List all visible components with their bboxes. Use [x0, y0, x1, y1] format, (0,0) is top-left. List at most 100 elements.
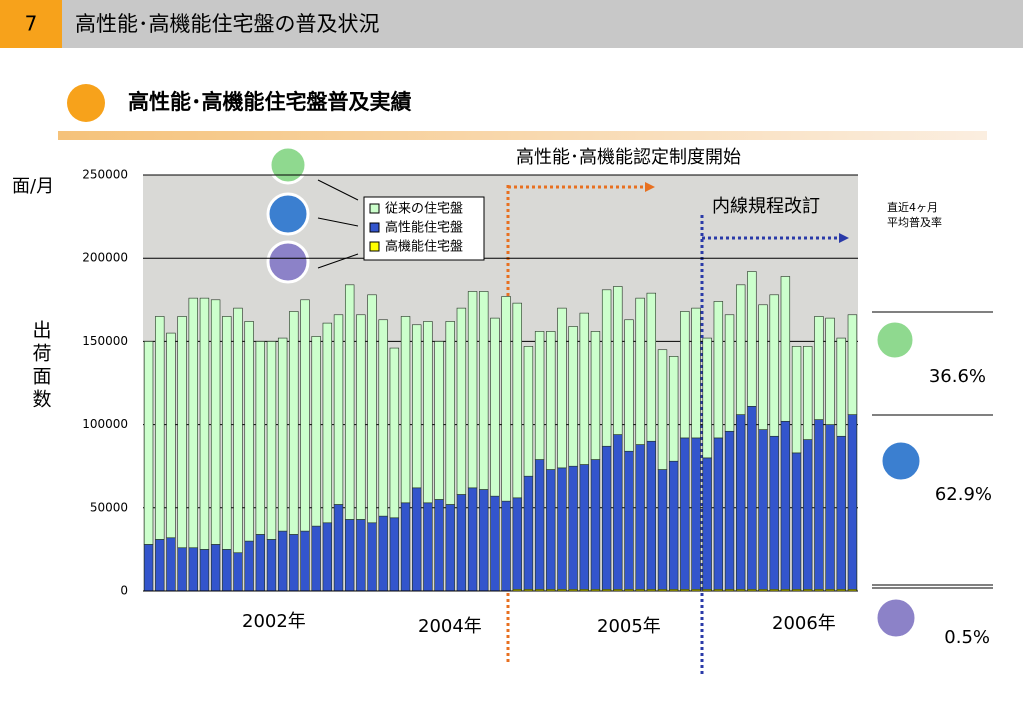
bar-segment [646, 440, 657, 590]
header-bar [0, 0, 1023, 48]
bar-segment [233, 552, 243, 592]
bar-segment [747, 271, 757, 407]
bar-segment [724, 430, 735, 590]
bar-segment [736, 284, 746, 415]
bar-segment [657, 349, 668, 470]
bar-segment [557, 307, 567, 469]
bar-segment [512, 302, 522, 499]
bar-segment [434, 499, 444, 592]
bar-segment [344, 519, 355, 592]
bar-segment [825, 424, 835, 590]
bar-segment [747, 405, 757, 590]
bar-segment [613, 434, 623, 590]
bar-segment [456, 494, 467, 592]
bar-segment [803, 439, 813, 590]
legend-label: 高性能住宅盤 [385, 220, 463, 236]
y-tick-label: 50000 [90, 500, 128, 514]
bar-segment [825, 317, 835, 425]
share-title: 直近4ヶ月 [887, 200, 938, 214]
annotation: 内線規程改訂 [712, 196, 820, 217]
bar-segment [613, 286, 623, 435]
bar-segment [590, 459, 601, 590]
x-label: 2004年 [418, 616, 482, 637]
bar-segment [412, 487, 422, 592]
bar-segment [277, 530, 288, 592]
bar-segment [244, 540, 254, 592]
bar-segment [736, 414, 746, 590]
header-title: 高性能･高機能住宅盤の普及状況 [75, 12, 380, 36]
bar-segment [624, 450, 634, 590]
bar-segment [445, 504, 455, 592]
bar-segment [635, 444, 645, 590]
bar-segment [311, 336, 321, 527]
bar-segment [512, 497, 522, 590]
bar-segment [579, 464, 589, 590]
bar-segment [523, 346, 534, 477]
bar-segment [579, 312, 589, 465]
bar-segment [244, 321, 254, 542]
x-label: 2005年 [597, 616, 661, 637]
share-value: 62.9% [935, 484, 992, 505]
bar-segment [155, 539, 165, 592]
bar-segment [199, 549, 210, 592]
y-unit: 面/月 [12, 176, 54, 197]
bar-segment [780, 420, 791, 590]
bar-segment [568, 465, 578, 590]
bar-segment [143, 341, 154, 545]
bar-segment [546, 331, 556, 470]
bar-segment [389, 347, 400, 519]
y-tick-label: 150000 [82, 334, 128, 348]
bar-segment [333, 314, 344, 505]
bar-segment [445, 321, 455, 505]
x-label: 2006年 [772, 613, 836, 634]
bar-segment [691, 437, 701, 590]
bar-segment [188, 547, 198, 592]
subtitle: 高性能･高機能住宅盤普及実績 [128, 90, 412, 114]
share-title: 平均普及率 [887, 215, 942, 229]
bar-segment [814, 419, 824, 590]
bar-segment [255, 534, 265, 592]
logos [266, 145, 923, 640]
bar-segment [367, 294, 377, 524]
bar-segment [680, 437, 690, 590]
bar-segment [277, 337, 288, 532]
bar-segment [266, 539, 277, 592]
bar-segment [601, 289, 612, 447]
bar-segment [210, 299, 221, 545]
y-tick-label: 100000 [82, 417, 128, 431]
legend-swatch [369, 222, 380, 233]
bar-segment [233, 307, 243, 554]
bar-segment [501, 500, 511, 592]
bar-segment [322, 322, 333, 524]
header-number: 7 [25, 12, 38, 36]
bar-segment [300, 530, 310, 592]
y-tick-label: 250000 [82, 168, 128, 182]
bar-segment [166, 537, 176, 592]
bar-segment [836, 337, 846, 437]
bar-segment [177, 547, 187, 592]
bar-segment [434, 341, 444, 500]
bar-segment [322, 522, 333, 592]
share-lines [872, 311, 993, 589]
legend-swatch [369, 241, 380, 252]
bar-segment [400, 316, 411, 504]
bar-segment [601, 445, 612, 590]
bar-segment [501, 296, 511, 502]
bar-segment [199, 297, 210, 550]
share-value: 36.6% [929, 366, 986, 387]
bar-segment [534, 331, 545, 460]
bar-segment [378, 319, 388, 517]
annotation: 高性能･高機能認定制度開始 [516, 147, 741, 168]
bar-segment [467, 291, 478, 489]
bar-segment [803, 346, 813, 440]
bar-segment [400, 502, 411, 592]
bar-segment [367, 522, 377, 592]
bar-segment [166, 332, 176, 539]
bar-segment [646, 292, 657, 442]
bar-segment [266, 341, 277, 540]
legend-label: 高機能住宅盤 [385, 239, 463, 255]
bar-segment [188, 297, 198, 549]
bar-segment [356, 314, 366, 520]
